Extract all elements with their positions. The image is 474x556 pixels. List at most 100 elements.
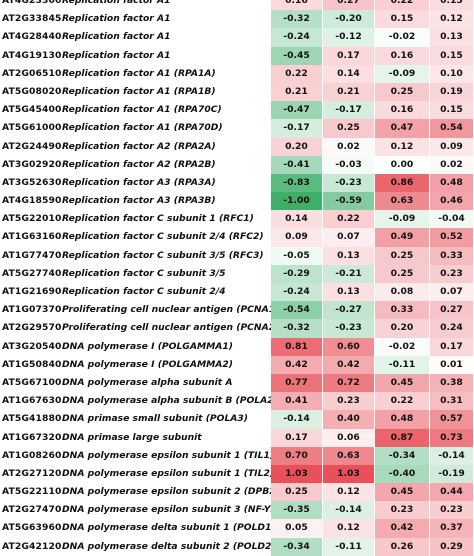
value-cell: -0.35 — [271, 501, 323, 520]
value-cell: -0.27 — [323, 301, 375, 320]
gene-id: AT5G22110 — [2, 486, 62, 498]
gene-id: AT4G19130 — [2, 49, 62, 61]
value-cell: -0.14 — [271, 410, 323, 429]
gene-description: DNA polymerase epsilon subunit 1 (TIL2) — [62, 467, 275, 479]
gene-description: DNA polymerase delta subunit 1 (POLD1) — [62, 522, 276, 534]
value-cell: -1.00 — [271, 192, 323, 211]
value-cell: -0.17 — [271, 119, 323, 138]
value-cell: 0.33 — [430, 246, 474, 265]
value-cell: 0.87 — [375, 428, 430, 447]
value-cell: 0.38 — [430, 373, 474, 393]
gene-id: AT2G27120 — [2, 467, 62, 479]
value-cell: 0.02 — [323, 137, 375, 156]
gene-id: AT3G52630 — [2, 176, 62, 188]
table-row: AT5G63960 DNA polymerase delta subunit 1 … — [0, 519, 474, 538]
value-cell: 0.44 — [430, 483, 474, 502]
value-cell: -0.20 — [323, 10, 375, 29]
gene-description: Replication factor A3 (RPA3A) — [62, 176, 216, 188]
gene-id: AT1G50840 — [2, 358, 62, 370]
value-cell: 0.27 — [323, 0, 375, 11]
gene-id: AT1G07370 — [2, 304, 62, 316]
table-row: AT1G67630 DNA polymerase alpha subunit B … — [0, 392, 474, 411]
value-cell: -0.11 — [323, 537, 375, 556]
gene-description: DNA polymerase I (POLGAMMA2) — [62, 358, 233, 370]
gene-id: AT5G61000 — [2, 122, 62, 134]
value-cell: -0.47 — [271, 101, 323, 120]
value-cell: -0.03 — [323, 155, 375, 174]
gene-id: AT1G67320 — [2, 431, 62, 443]
value-cell: -0.14 — [323, 501, 375, 520]
value-cell: -0.32 — [271, 319, 323, 338]
value-cell: 0.27 — [430, 301, 474, 320]
table-row: AT1G07370 Proliferating cell nuclear anti… — [0, 301, 474, 320]
value-cell: 0.72 — [323, 373, 375, 393]
gene-id: AT2G33845 — [2, 13, 62, 25]
table-row: AT5G08020 Replication factor A1 (RPA1B) 0.… — [0, 82, 474, 102]
value-cell: 0.20 — [375, 319, 430, 338]
value-cell: 0.24 — [430, 319, 474, 338]
value-cell: 0.46 — [430, 192, 474, 211]
gene-description: Replication factor A2 (RPA2A) — [62, 140, 216, 152]
value-cell: 0.25 — [323, 119, 375, 138]
value-cell: -0.24 — [271, 283, 323, 302]
gene-id: AT1G77470 — [2, 249, 62, 261]
value-cell: 0.42 — [375, 519, 430, 538]
value-cell: 0.16 — [375, 101, 430, 120]
value-cell: 0.60 — [323, 337, 375, 356]
gene-description: Replication factor A1 — [62, 31, 171, 43]
table-row: AT2G42120 DNA polymerase delta subunit 2 … — [0, 537, 474, 556]
value-cell: 0.45 — [375, 483, 430, 502]
value-cell: 0.40 — [323, 410, 375, 429]
value-cell: 0.48 — [430, 173, 474, 193]
table-row: AT4G23300 Replication factor A1 0.16 0.27 0.… — [0, 0, 474, 11]
value-cell: 0.42 — [323, 355, 375, 374]
value-cell: 0.15 — [375, 10, 430, 29]
value-cell: 0.13 — [323, 246, 375, 265]
gene-description: DNA polymerase alpha subunit A — [62, 376, 233, 388]
gene-description: Replication factor C subunit 2/4 — [62, 286, 226, 297]
value-cell: 0.12 — [375, 137, 430, 156]
value-cell: -0.11 — [375, 355, 430, 374]
value-cell: -0.05 — [271, 246, 323, 265]
table-row: AT5G27740 Replication factor C subunit 3/… — [0, 264, 474, 283]
value-cell: 0.15 — [430, 101, 474, 120]
value-cell: -0.34 — [375, 446, 430, 465]
value-cell: 0.25 — [375, 82, 430, 102]
value-cell: 0.09 — [271, 228, 323, 247]
value-cell: 0.23 — [375, 501, 430, 520]
table-row: AT3G52630 Replication factor A3 (RPA3A) -0… — [0, 173, 474, 193]
gene-id: AT2G24490 — [2, 140, 62, 152]
table-row: AT2G33845 Replication factor A1 -0.32 -0.20… — [0, 10, 474, 29]
value-cell: 0.70 — [271, 446, 323, 465]
gene-id: AT4G18590 — [2, 195, 62, 207]
value-cell: -0.09 — [375, 210, 430, 229]
value-cell: -0.59 — [323, 192, 375, 211]
table-row: AT2G29570 Proliferating cell nuclear anti… — [0, 319, 474, 338]
value-cell: 0.23 — [323, 392, 375, 411]
value-cell: 0.41 — [271, 392, 323, 411]
table-row: AT4G19130 Replication factor A1 -0.45 0.17 0… — [0, 46, 474, 65]
gene-description: DNA primase large subunit — [62, 431, 202, 443]
value-cell: 0.23 — [430, 501, 474, 520]
gene-description: Proliferating cell nuclear antigen (PCNA… — [62, 322, 280, 334]
gene-id: AT1G08260 — [2, 449, 62, 461]
table-row: AT1G67320 DNA primase large subunit 0.17 0.… — [0, 428, 474, 447]
value-cell: 0.12 — [323, 483, 375, 502]
value-cell: -0.02 — [375, 28, 430, 47]
table-row: AT5G45400 Replication factor A1 (RPA70C) -… — [0, 101, 474, 120]
value-cell: -0.29 — [271, 264, 323, 283]
value-cell: 0.49 — [375, 228, 430, 247]
value-cell: 0.21 — [271, 82, 323, 102]
value-cell: 0.73 — [430, 428, 474, 447]
table-row: AT1G77470 Replication factor C subunit 3/… — [0, 246, 474, 265]
value-cell: 0.63 — [375, 192, 430, 211]
gene-description: Replication factor C subunit 3/5 (RFC3) — [62, 249, 264, 261]
value-cell: -0.04 — [430, 210, 474, 229]
value-cell: 0.25 — [271, 483, 323, 502]
value-cell: 0.22 — [375, 392, 430, 411]
gene-description: DNA polymerase epsilon subunit 2 (DPB2) — [62, 486, 280, 498]
gene-description: DNA polymerase I (POLGAMMA1) — [62, 340, 233, 352]
value-cell: -0.21 — [323, 264, 375, 283]
value-cell: -0.23 — [323, 173, 375, 193]
gene-description: Replication factor A1 — [62, 49, 171, 61]
